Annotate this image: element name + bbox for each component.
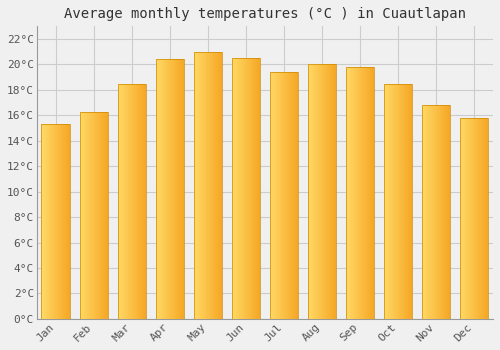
Bar <box>308 64 336 319</box>
Bar <box>42 124 70 319</box>
Bar <box>384 84 412 319</box>
Title: Average monthly temperatures (°C ) in Cuautlapan: Average monthly temperatures (°C ) in Cu… <box>64 7 466 21</box>
Bar <box>194 52 222 319</box>
Bar <box>118 84 146 319</box>
Bar <box>80 112 108 319</box>
Bar <box>346 67 374 319</box>
Bar <box>460 118 488 319</box>
Bar <box>232 58 260 319</box>
Bar <box>270 72 298 319</box>
Bar <box>156 60 184 319</box>
Bar <box>422 105 450 319</box>
